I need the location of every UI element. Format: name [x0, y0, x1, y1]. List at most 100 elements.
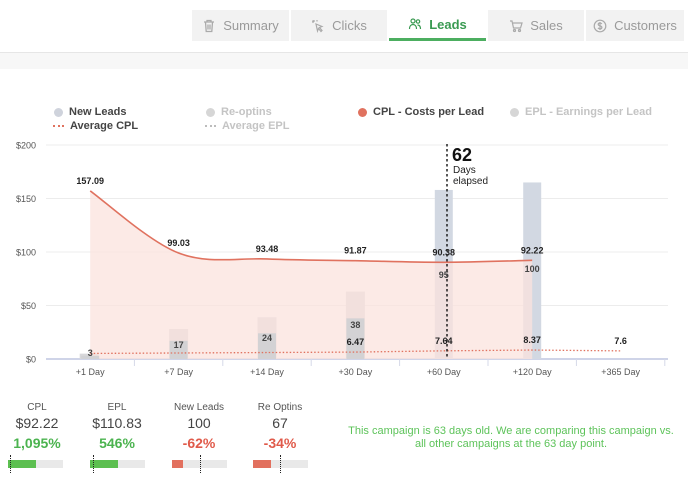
cart-icon: [510, 19, 524, 32]
stat-epl-change: 546%: [99, 435, 135, 451]
legend-epl-label: EPL - Earnings per Lead: [525, 106, 652, 118]
tab-leads-label: Leads: [429, 16, 467, 32]
tab-clicks[interactable]: Clicks: [291, 10, 387, 41]
legend-swatch: [358, 107, 367, 117]
new-leads-bar: [81, 355, 100, 359]
stat-re-optins: Re Optins 67 -34%: [243, 402, 317, 473]
stat-new-leads-bar: [172, 460, 227, 468]
legend-average-cpl[interactable]: Average CPL: [53, 120, 139, 132]
chart-data-labels: 157.09 99.03 93.48 91.87 90.38 92.22 3 17 24 38 95…: [76, 176, 626, 358]
legend-re-optins[interactable]: Re-optins: [206, 106, 272, 118]
y-tick-label: $100: [16, 248, 36, 258]
cpl-data-label: 99.03: [167, 238, 190, 248]
tab-customers[interactable]: Customers: [586, 10, 684, 41]
stat-epl-bar: [90, 460, 145, 468]
cpl-data-label: 92.22: [521, 245, 544, 255]
cpl-data-label: 91.87: [344, 246, 367, 256]
legend-swatch: [54, 107, 63, 117]
chart-axes: $0 $50 $100 $150 $200 +1 Day +7 Day +14 Day +30 …: [16, 141, 666, 377]
stat-epl-value: $110.83: [92, 415, 142, 431]
tab-bar: Summary Clicks Leads Sales Customers: [0, 0, 688, 53]
x-tick-label: +14 Day: [250, 367, 284, 377]
x-tick-label: +120 Day: [513, 367, 552, 377]
stat-re-optins-benchmark-marker: [280, 455, 281, 473]
cpl-data-label: 93.48: [256, 244, 279, 254]
legend-epl[interactable]: EPL - Earnings per Lead: [510, 106, 652, 118]
stat-cpl-change: 1,095%: [13, 435, 61, 451]
days-elapsed-label-line2: elapsed: [453, 176, 488, 187]
comparison-note: This campaign is 63 days old. We are com…: [348, 425, 674, 450]
new-leads-data-label: 17: [174, 340, 184, 350]
legend-cpl[interactable]: CPL - Costs per Lead: [358, 106, 484, 118]
average-cpl-line: [90, 349, 621, 355]
legend-average-epl-label: Average EPL: [222, 120, 290, 132]
new-leads-data-label: 24: [262, 333, 272, 343]
tab-summary[interactable]: Summary: [192, 10, 289, 41]
cpl-line: [89, 190, 533, 264]
legend-average-epl[interactable]: Average EPL: [205, 120, 290, 132]
y-tick-label: $50: [21, 301, 36, 311]
tab-clicks-label: Clicks: [332, 18, 367, 33]
new-leads-data-label: 38: [350, 320, 360, 330]
header-divider-strip: [0, 53, 688, 69]
tab-leads[interactable]: Leads: [389, 10, 486, 41]
stat-cpl: CPL $92.22 1,095%: [0, 402, 74, 473]
tab-sales[interactable]: Sales: [488, 10, 584, 41]
trash-icon: [204, 19, 215, 32]
stat-new-leads-bar-fill: [172, 460, 183, 468]
average-cpl-data-label: 6.47: [347, 337, 365, 347]
average-cpl-data-label: 7.6: [614, 336, 627, 346]
stat-new-leads-change: -62%: [182, 435, 216, 451]
legend-swatch: [206, 107, 215, 117]
x-tick-label: +30 Day: [339, 367, 373, 377]
legend-new-leads[interactable]: New Leads: [54, 106, 126, 118]
stat-cpl-label: CPL: [27, 402, 47, 413]
leads-chart: 62 Days elapsed 157.09 99.03 93.48 91.87 90.…: [16, 141, 668, 377]
stat-epl-bar-fill: [90, 460, 118, 468]
tab-summary-label: Summary: [223, 18, 279, 33]
tab-customers-label: Customers: [614, 18, 677, 33]
x-tick-label: +365 Day: [601, 367, 640, 377]
stat-re-optins-bar-fill: [253, 460, 272, 468]
x-tick-label: +7 Day: [164, 367, 193, 377]
x-tick-label: +1 Day: [76, 367, 105, 377]
new-leads-bars: [81, 318, 365, 359]
y-tick-label: $0: [26, 355, 36, 365]
stat-new-leads-benchmark-marker: [200, 455, 201, 473]
new-leads-bar: [346, 318, 365, 359]
stat-cpl-value: $92.22: [15, 415, 59, 431]
stat-new-leads-value: 100: [187, 415, 211, 431]
tab-sales-label: Sales: [530, 18, 563, 33]
stat-new-leads: New Leads 100 -62%: [162, 402, 236, 473]
days-elapsed-value: 62: [452, 145, 472, 165]
legend-swatch: [510, 107, 519, 117]
y-tick-label: $150: [16, 194, 36, 204]
users-icon: [409, 18, 422, 30]
new-leads-data-label: 95: [439, 270, 449, 280]
legend-new-leads-label: New Leads: [69, 106, 127, 118]
stat-epl: EPL $110.83 546%: [80, 402, 154, 473]
stat-epl-label: EPL: [107, 402, 127, 413]
new-leads-data-label: 100: [525, 264, 540, 274]
stat-new-leads-label: New Leads: [173, 402, 225, 413]
x-tick-label: +60 Day: [427, 367, 461, 377]
dollar-circle-icon: [593, 19, 607, 32]
cursor-click-icon: [312, 19, 324, 33]
legend-cpl-label: CPL - Costs per Lead: [373, 106, 485, 118]
average-cpl-data-label: 8.37: [523, 335, 541, 345]
stat-cpl-benchmark-marker: [10, 455, 11, 473]
stat-re-optins-label: Re Optins: [257, 402, 303, 413]
cpl-area: [90, 190, 533, 359]
legend-dotted-line: [205, 125, 216, 127]
average-cpl-data-label: 7.64: [435, 336, 453, 346]
legend-average-cpl-label: Average CPL: [70, 120, 139, 132]
cpl-data-label: 157.09: [76, 176, 104, 186]
stat-cpl-bar: [8, 460, 63, 468]
stat-re-optins-value: 67: [272, 415, 288, 431]
new-leads-data-label: 3: [88, 348, 93, 358]
y-tick-label: $200: [16, 141, 36, 151]
new-leads-bar: [169, 340, 188, 359]
stat-cpl-bar-fill: [8, 460, 36, 468]
stat-re-optins-change: -34%: [263, 435, 297, 451]
stat-epl-benchmark-marker: [93, 455, 94, 473]
